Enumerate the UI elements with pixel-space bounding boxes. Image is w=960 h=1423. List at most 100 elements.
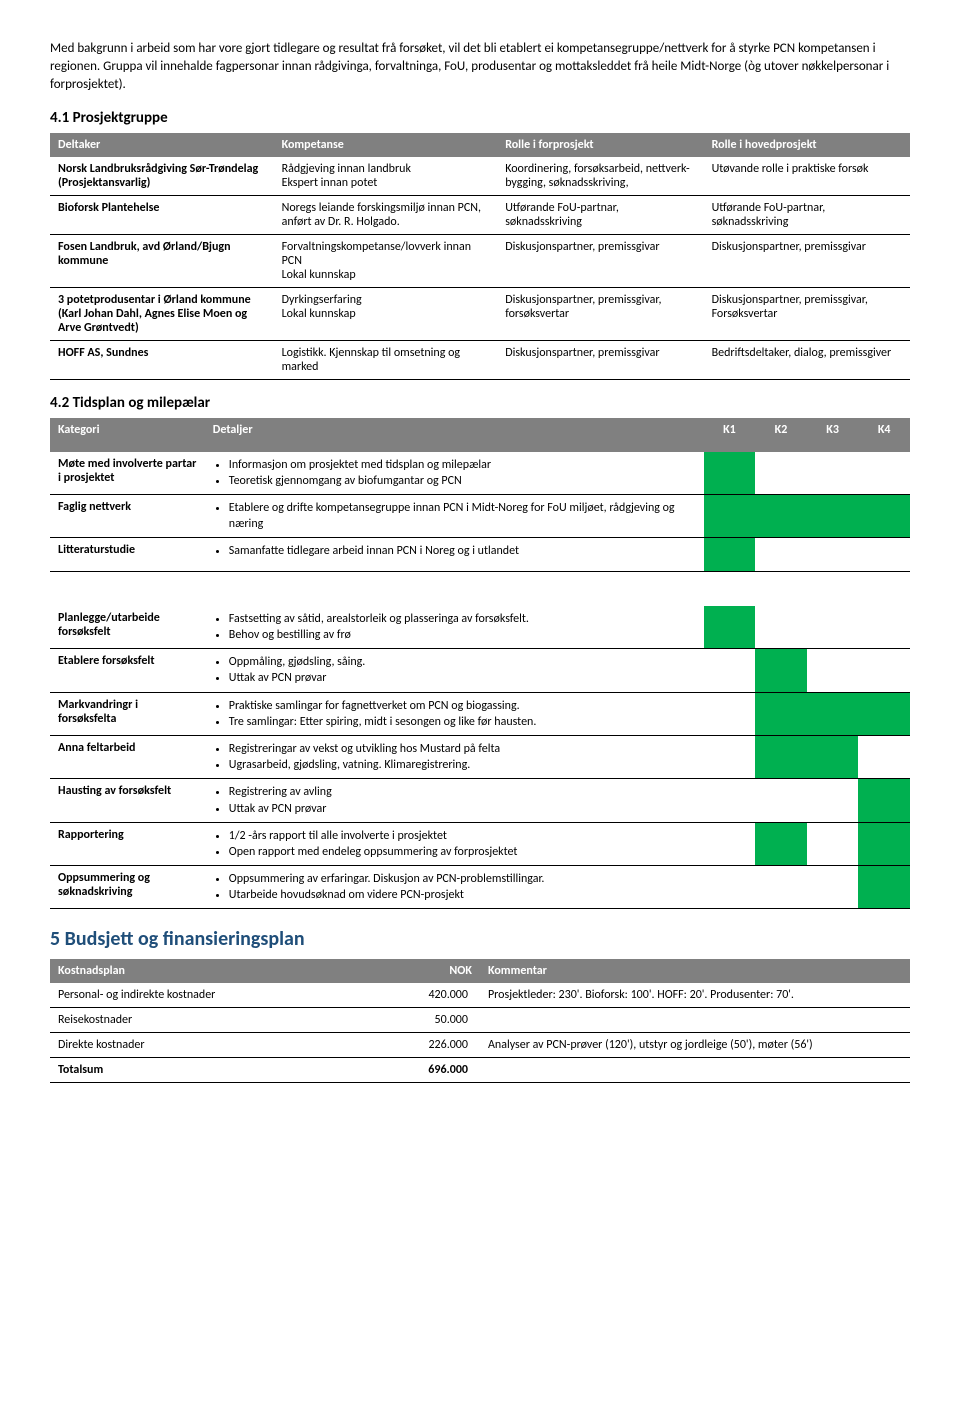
table-row: Møte med involverte partar i prosjektetI… xyxy=(50,452,910,495)
quarter-cell xyxy=(755,452,807,495)
table-row: Direkte kostnader226.000Analyser av PCN-… xyxy=(50,1033,910,1058)
bullet-item: Utarbeide hovudsøknad om videre PCN-pros… xyxy=(229,887,696,903)
table-cell xyxy=(480,1008,910,1033)
quarter-cell xyxy=(807,494,859,537)
table-row: Totalsum696.000 xyxy=(50,1058,910,1083)
bullet-item: Open rapport med endeleg oppsummering av… xyxy=(229,844,696,860)
bullet-item: Teoretisk gjennomgang av biofumgantar og… xyxy=(229,473,696,489)
table-cell: Logistikk. Kjennskap til omsetning og ma… xyxy=(274,340,498,379)
category-cell: Anna feltarbeid xyxy=(50,735,205,778)
table-row: Personal- og indirekte kostnader420.000P… xyxy=(50,983,910,1008)
bullet-item: Registrering av avling xyxy=(229,784,696,800)
details-cell: 1/2 -års rapport til alle involverte i p… xyxy=(205,822,704,865)
quarter-cell xyxy=(755,606,807,649)
quarter-cell xyxy=(858,692,910,735)
quarter-cell xyxy=(807,538,859,572)
section-4-1-title: 4.1 Prosjektgruppe xyxy=(50,109,910,127)
quarter-cell xyxy=(858,649,910,692)
table-header: Kommentar xyxy=(480,959,910,983)
table-header: Kategori xyxy=(50,418,205,452)
table-cell: Diskusjonspartner, premissgivar,Forsøksv… xyxy=(704,287,910,340)
bullet-item: Informasjon om prosjektet med tidsplan o… xyxy=(229,457,696,473)
bullet-item: Registreringar av vekst og utvikling hos… xyxy=(229,741,696,757)
table-cell: Reisekostnader xyxy=(50,1008,377,1033)
table-cell: Diskusjonspartner, premissgivar xyxy=(497,340,703,379)
quarter-cell xyxy=(807,606,859,649)
quarter-cell xyxy=(807,866,859,909)
table-cell: HOFF AS, Sundnes xyxy=(50,340,274,379)
quarter-cell xyxy=(704,866,756,909)
bullet-item: Uttak av PCN prøvar xyxy=(229,670,696,686)
table-row: Hausting av forsøksfelt Registrering av a… xyxy=(50,779,910,822)
category-cell: Markvandringr i forsøksfelta xyxy=(50,692,205,735)
bullet-item: 1/2 -års rapport til alle involverte i p… xyxy=(229,828,696,844)
table-header: Rolle i forprosjekt xyxy=(497,133,703,157)
table-row: Planlegge/utarbeide forsøksfeltFastsetti… xyxy=(50,606,910,649)
quarter-cell xyxy=(807,779,859,822)
details-cell: Informasjon om prosjektet med tidsplan o… xyxy=(205,452,704,495)
table-cell: Utøvande rolle i praktiske forsøk xyxy=(704,157,910,196)
table-cell: 3 potetprodusentar i Ørland kommune (Kar… xyxy=(50,287,274,340)
quarter-cell xyxy=(807,649,859,692)
quarter-cell xyxy=(807,452,859,495)
table-cell: Rådgjeving innan landbrukEkspert innan p… xyxy=(274,157,498,196)
quarter-cell xyxy=(858,866,910,909)
section-5-title: 5 Budsjett og finansieringsplan xyxy=(50,927,910,951)
intro-paragraph: Med bakgrunn i arbeid som har vore gjort… xyxy=(50,40,910,95)
category-cell: Faglig nettverk xyxy=(50,494,205,537)
quarter-cell xyxy=(858,822,910,865)
quarter-cell xyxy=(704,538,756,572)
details-cell: Samanfatte tidlegare arbeid innan PCN i … xyxy=(205,538,704,572)
table-header: K1 xyxy=(704,418,756,452)
table-row: Markvandringr i forsøksfelta Praktiske sa… xyxy=(50,692,910,735)
table-cell: Prosjektleder: 230'. Bioforsk: 100'. HOF… xyxy=(480,983,910,1008)
table-cell: DyrkingserfaringLokal kunnskap xyxy=(274,287,498,340)
table-row: HOFF AS, SundnesLogistikk. Kjennskap til… xyxy=(50,340,910,379)
table-cell: 226.000 xyxy=(377,1033,480,1058)
bullet-item: Oppmåling, gjødsling, såing. xyxy=(229,654,696,670)
table-cell: Utførande FoU-partnar, søknadsskriving xyxy=(704,195,910,234)
bullet-item: Praktiske samlingar for fagnettverket om… xyxy=(229,698,696,714)
table-cell: Direkte kostnader xyxy=(50,1033,377,1058)
bullet-item: Oppsummering av erfaringar. Diskusjon av… xyxy=(229,871,696,887)
table-cell: Forvaltningskompetanse/lovverk innan PCN… xyxy=(274,234,498,287)
quarter-cell xyxy=(704,494,756,537)
details-cell: Etablere og drifte kompetansegruppe inna… xyxy=(205,494,704,537)
table-row: Rapportering1/2 -års rapport til alle in… xyxy=(50,822,910,865)
quarter-cell xyxy=(755,494,807,537)
bullet-item: Behov og bestilling av frø xyxy=(229,627,696,643)
table-row: Fosen Landbruk, avd Ørland/Bjugn kommune… xyxy=(50,234,910,287)
table-cell: Utførande FoU-partnar, søknadsskriving xyxy=(497,195,703,234)
table-cell: Diskusjonspartner, premissgivar,forsøksv… xyxy=(497,287,703,340)
budsjett-table: KostnadsplanNOKKommentar Personal- og in… xyxy=(50,959,910,1083)
quarter-cell xyxy=(858,538,910,572)
table-header: K2 xyxy=(755,418,807,452)
quarter-cell xyxy=(858,606,910,649)
table-cell xyxy=(480,1058,910,1083)
table-header: NOK xyxy=(377,959,480,983)
table-cell: Diskusjonspartner, premissgivar xyxy=(497,234,703,287)
quarter-cell xyxy=(704,452,756,495)
quarter-cell xyxy=(858,494,910,537)
bullet-item: Ugrasarbeid, gjødsling, vatning. Klimare… xyxy=(229,757,696,773)
table-cell: 696.000 xyxy=(377,1058,480,1083)
table-cell: Norsk Landbruksrådgiving Sør-Trøndelag (… xyxy=(50,157,274,196)
details-cell: Registreringar av vekst og utvikling hos… xyxy=(205,735,704,778)
table-cell: 420.000 xyxy=(377,983,480,1008)
table-header: Kostnadsplan xyxy=(50,959,377,983)
category-cell: Hausting av forsøksfelt xyxy=(50,779,205,822)
quarter-cell xyxy=(755,779,807,822)
table-row: Oppsummering og søknadskriving Oppsummeri… xyxy=(50,866,910,909)
category-cell: Planlegge/utarbeide forsøksfelt xyxy=(50,606,205,649)
table-cell: Totalsum xyxy=(50,1058,377,1083)
table-row: Reisekostnader50.000 xyxy=(50,1008,910,1033)
category-cell: Oppsummering og søknadskriving xyxy=(50,866,205,909)
details-cell: Oppsummering av erfaringar. Diskusjon av… xyxy=(205,866,704,909)
table-cell: Koordinering, forsøksarbeid, nettverk-by… xyxy=(497,157,703,196)
category-cell: Etablere forsøksfelt xyxy=(50,649,205,692)
quarter-cell xyxy=(807,692,859,735)
table-cell: Noregs leiande forskingsmiljø innan PCN,… xyxy=(274,195,498,234)
bullet-item: Samanfatte tidlegare arbeid innan PCN i … xyxy=(229,543,696,559)
table-cell: Diskusjonspartner, premissgivar xyxy=(704,234,910,287)
quarter-cell xyxy=(755,735,807,778)
